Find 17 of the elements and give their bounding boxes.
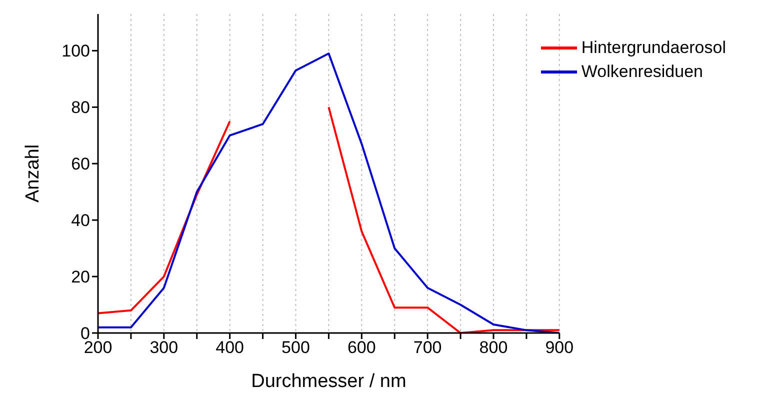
x-tick-label: 900 [545, 338, 574, 358]
x-tick-label: 400 [216, 338, 244, 358]
x-tick-label: 600 [347, 338, 376, 358]
y-tick-label: 60 [71, 154, 90, 174]
y-tick-label: 40 [71, 211, 90, 230]
x-tick-label: 300 [150, 338, 178, 358]
x-tick-label: 800 [479, 338, 508, 358]
y-tick-label: 80 [71, 98, 90, 118]
y-tick-label: 100 [62, 42, 90, 61]
x-axis-title: Durchmesser / nm [251, 371, 406, 392]
x-tick-label: 200 [84, 338, 112, 358]
x-tick-label: 700 [413, 338, 442, 358]
legend-label: Hintergrundaerosol [581, 37, 726, 59]
y-tick-label: 20 [71, 268, 90, 287]
legend-label: Wolkenresiduen [581, 61, 703, 83]
x-tick-label: 500 [282, 338, 310, 358]
y-axis-title: Anzahl [22, 144, 44, 203]
